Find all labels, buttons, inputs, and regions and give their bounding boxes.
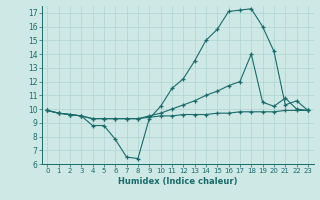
X-axis label: Humidex (Indice chaleur): Humidex (Indice chaleur) — [118, 177, 237, 186]
